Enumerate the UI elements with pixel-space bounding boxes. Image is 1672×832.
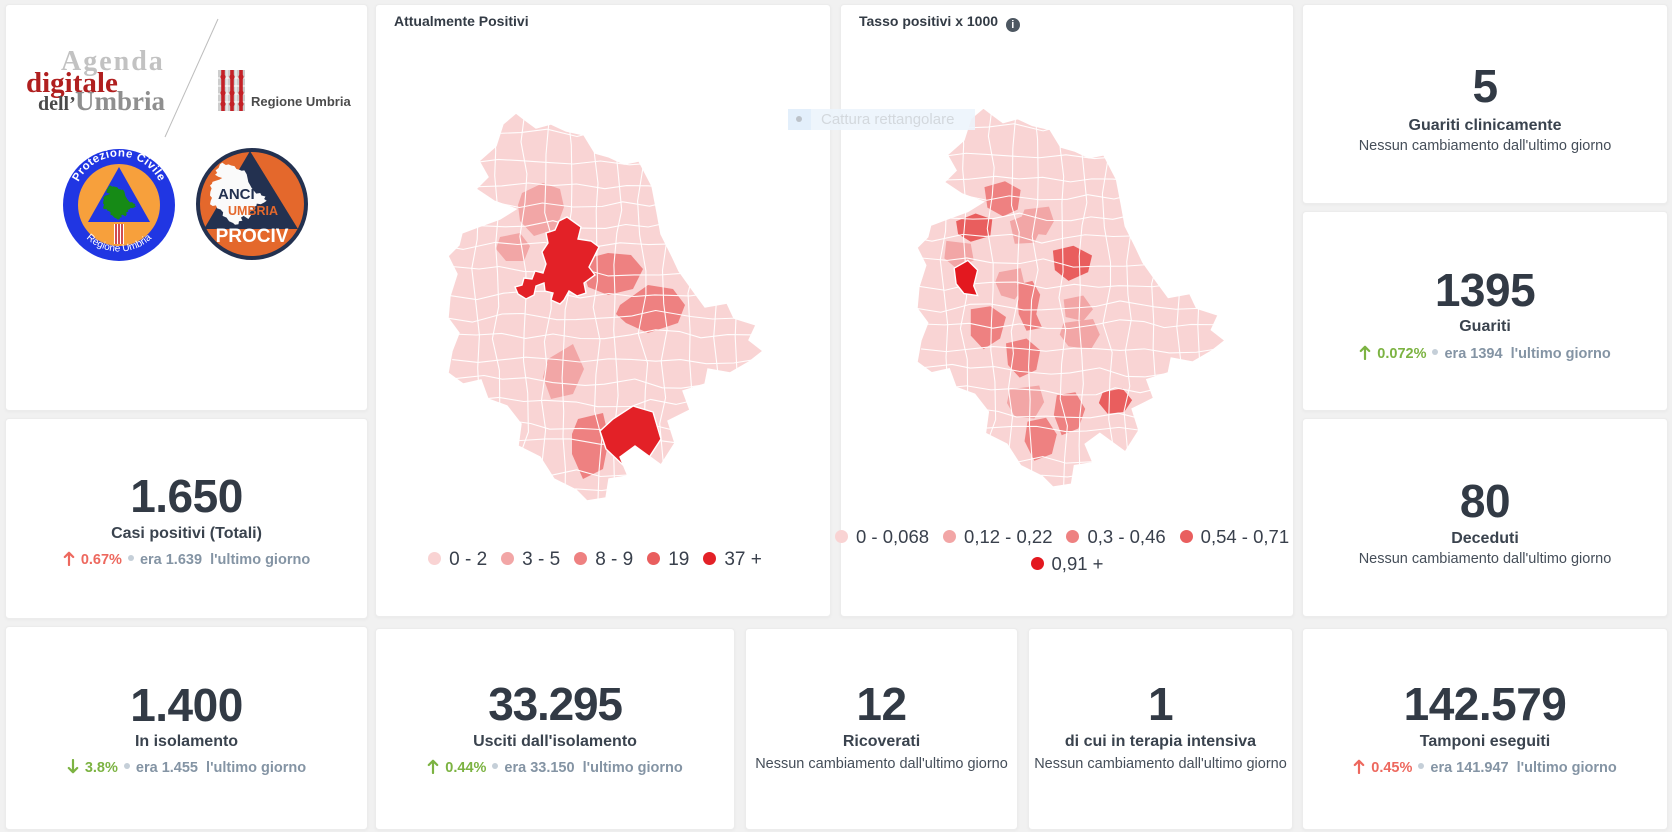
- svg-text:PROCIV: PROCIV: [216, 226, 289, 247]
- svg-text:Agenda: Agenda: [61, 46, 165, 77]
- svg-text:digitale: digitale: [26, 67, 118, 99]
- svg-text:ANCI: ANCI: [218, 186, 255, 203]
- svg-text:UMBRIA: UMBRIA: [228, 204, 278, 218]
- svg-text:dell’: dell’: [38, 93, 76, 115]
- svg-text:Regione Umbria: Regione Umbria: [251, 94, 351, 109]
- svg-text:Umbria: Umbria: [75, 86, 165, 116]
